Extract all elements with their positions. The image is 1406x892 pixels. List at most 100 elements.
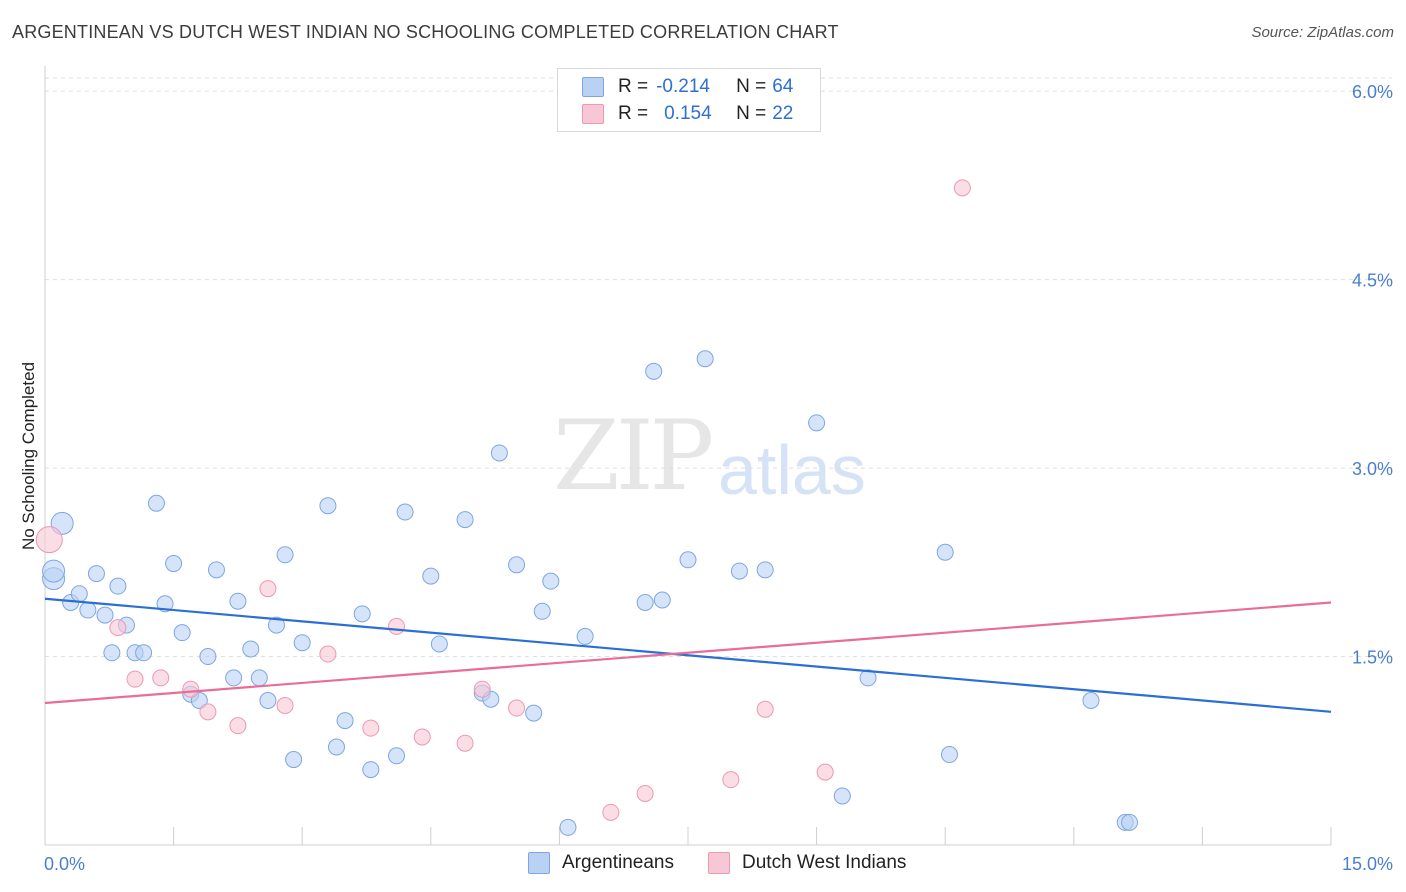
dutch-point: [636, 784, 654, 802]
argentineans-point: [190, 692, 208, 710]
dutch-swatch: [582, 104, 604, 124]
y-tick-label: 6.0%: [1352, 82, 1393, 102]
argentineans-point: [456, 511, 474, 529]
argentineans-point: [1121, 813, 1139, 831]
argentineans-point: [362, 761, 380, 779]
argentineans-point: [225, 669, 243, 687]
dutch-point: [152, 669, 170, 687]
argentineans-point: [103, 644, 121, 662]
argentineans-point: [645, 362, 663, 380]
dutch-swatch: [708, 852, 730, 874]
grid-lines: [45, 77, 1392, 658]
argentineans-point: [533, 602, 551, 620]
argentineans-point: [559, 818, 577, 836]
argentineans-point: [259, 692, 277, 710]
dutch-point: [602, 803, 620, 821]
argentineans-swatch: [528, 852, 550, 874]
r-label: R =: [618, 76, 649, 97]
argentineans-point: [199, 648, 217, 666]
argentineans-point: [229, 592, 247, 610]
dutch-point: [126, 670, 144, 688]
argentineans-swatch: [582, 77, 604, 97]
argentineans-point: [242, 640, 260, 658]
correlation-legend: R = -0.214 N = 64 R = 0.154 N = 22: [557, 68, 821, 132]
argentineans-point: [79, 601, 97, 619]
r-label: R =: [618, 103, 649, 124]
dutch-point: [756, 700, 774, 718]
x-tick-label: 0.0%: [44, 854, 85, 874]
axes: [44, 66, 1332, 846]
x-tick-label: 15.0%: [1342, 854, 1393, 874]
argentineans-point: [525, 704, 543, 722]
legend-item-dutch: Dutch West Indians: [708, 852, 906, 874]
argentineans-point: [388, 747, 406, 765]
argentineans-point: [147, 494, 165, 512]
dutch-point: [456, 734, 474, 752]
dutch-point: [953, 179, 971, 197]
watermark-atlas: atlas: [718, 431, 866, 509]
trend-lines: [44, 597, 1332, 713]
n-value: 22: [772, 103, 794, 124]
argentineans-point: [135, 644, 153, 662]
source-label: Source: ZipAtlas.com: [1251, 24, 1394, 41]
tick-labels: 1.5% 3.0% 4.5% 6.0% 0.0% 15.0%: [44, 82, 1393, 874]
dutch-point: [109, 619, 127, 637]
argentineans-point: [207, 561, 225, 579]
argentineans-point: [636, 594, 654, 612]
argentineans-point: [156, 595, 174, 613]
argentineans-point: [353, 605, 371, 623]
chart-title: ARGENTINEAN VS DUTCH WEST INDIAN NO SCHO…: [12, 22, 839, 42]
dutch-point: [413, 728, 431, 746]
argentineans-point: [267, 616, 285, 634]
dutch-point: [229, 717, 247, 735]
r-value: -0.214: [656, 76, 710, 97]
argentineans-points: [42, 350, 1139, 836]
argentineans-trend-line: [44, 597, 1332, 713]
argentineans-point: [173, 624, 191, 642]
argentineans-point: [430, 635, 448, 653]
legend-row-dutch: R = 0.154 N = 22: [582, 101, 793, 127]
dutch-point: [816, 763, 834, 781]
dutch-point: [388, 617, 406, 635]
legend-label-argentineans: Argentineans: [562, 852, 674, 873]
argentineans-point: [87, 565, 105, 583]
dutch-point: [259, 580, 277, 598]
legend-item-argentineans: Argentineans: [528, 852, 674, 874]
argentineans-point: [679, 551, 697, 569]
argentineans-point: [696, 350, 714, 368]
argentineans-point: [653, 591, 671, 609]
y-tick-label: 1.5%: [1352, 648, 1393, 668]
argentineans-point: [808, 414, 826, 432]
argentineans-point: [576, 627, 594, 645]
argentineans-point: [422, 567, 440, 585]
y-axis-title: No Schooling Completed: [19, 362, 38, 550]
argentineans-point: [319, 497, 337, 515]
argentineans-point: [276, 546, 294, 564]
dutch-point: [35, 526, 63, 554]
argentineans-point: [542, 572, 560, 590]
y-tick-label: 3.0%: [1352, 459, 1393, 479]
argentineans-point: [250, 669, 268, 687]
argentineans-point: [396, 503, 414, 521]
dutch-point: [276, 697, 294, 715]
argentineans-point: [285, 751, 303, 769]
dutch-point: [182, 680, 200, 698]
series-legend: Argentineans Dutch West Indians: [0, 852, 1406, 878]
argentineans-point: [165, 555, 183, 573]
dutch-point: [722, 771, 740, 789]
legend-row-argentineans: R = -0.214 N = 64: [582, 74, 793, 100]
watermark-zip: ZIP: [553, 400, 714, 512]
argentineans-point: [859, 669, 877, 687]
argentineans-point: [730, 562, 748, 580]
dutch-point: [508, 699, 526, 717]
n-label: N =: [736, 103, 767, 124]
y-tick-label: 4.5%: [1352, 271, 1393, 291]
dutch-points: [35, 179, 971, 821]
argentineans-point: [508, 556, 526, 574]
dutch-point: [319, 645, 337, 663]
dutch-trend-line: [44, 601, 1332, 705]
r-value: 0.154: [664, 103, 712, 124]
argentineans-point: [293, 634, 311, 652]
argentineans-point: [833, 787, 851, 805]
